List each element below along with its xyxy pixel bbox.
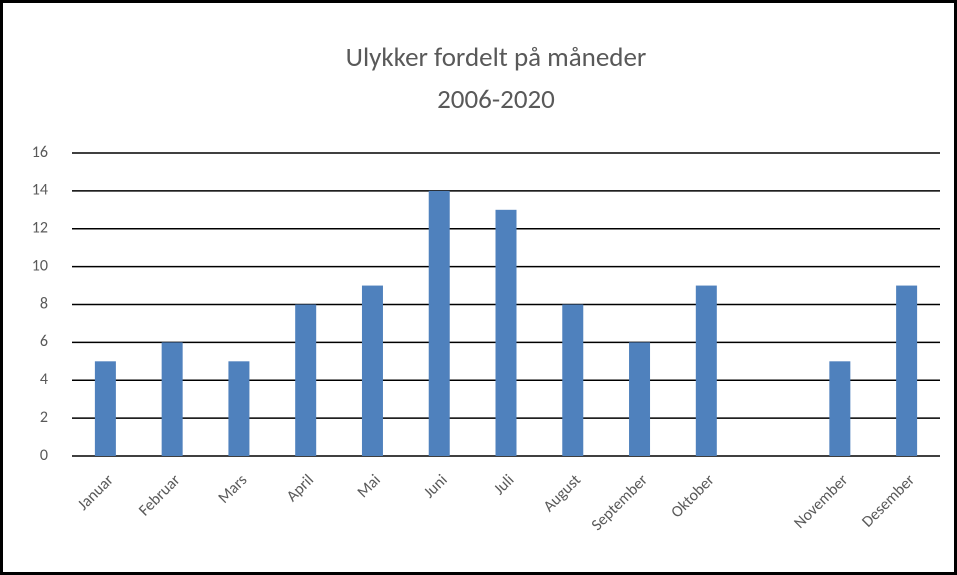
- y-tick-label: 16: [32, 143, 48, 162]
- bar: [361, 285, 383, 456]
- bar: [562, 304, 584, 456]
- y-tick-label: 12: [32, 219, 48, 238]
- bar: [94, 361, 116, 456]
- bar: [295, 304, 317, 456]
- y-tick-label: 2: [40, 408, 48, 427]
- bar: [629, 342, 651, 456]
- bar: [428, 190, 450, 456]
- y-tick-label: 14: [32, 181, 48, 200]
- chart-subtitle: 2006-2020: [437, 83, 555, 116]
- bar: [896, 285, 918, 456]
- bar: [161, 342, 183, 456]
- bar: [228, 361, 250, 456]
- bar: [495, 209, 517, 456]
- y-tick-label: 0: [40, 446, 48, 465]
- bar: [695, 285, 717, 456]
- y-tick-label: 6: [40, 332, 48, 351]
- y-tick-label: 4: [40, 370, 48, 389]
- y-tick-label: 10: [32, 256, 48, 275]
- bar: [829, 361, 851, 456]
- chart-title: Ulykker fordelt på måneder: [346, 41, 647, 74]
- y-tick-label: 8: [40, 294, 48, 313]
